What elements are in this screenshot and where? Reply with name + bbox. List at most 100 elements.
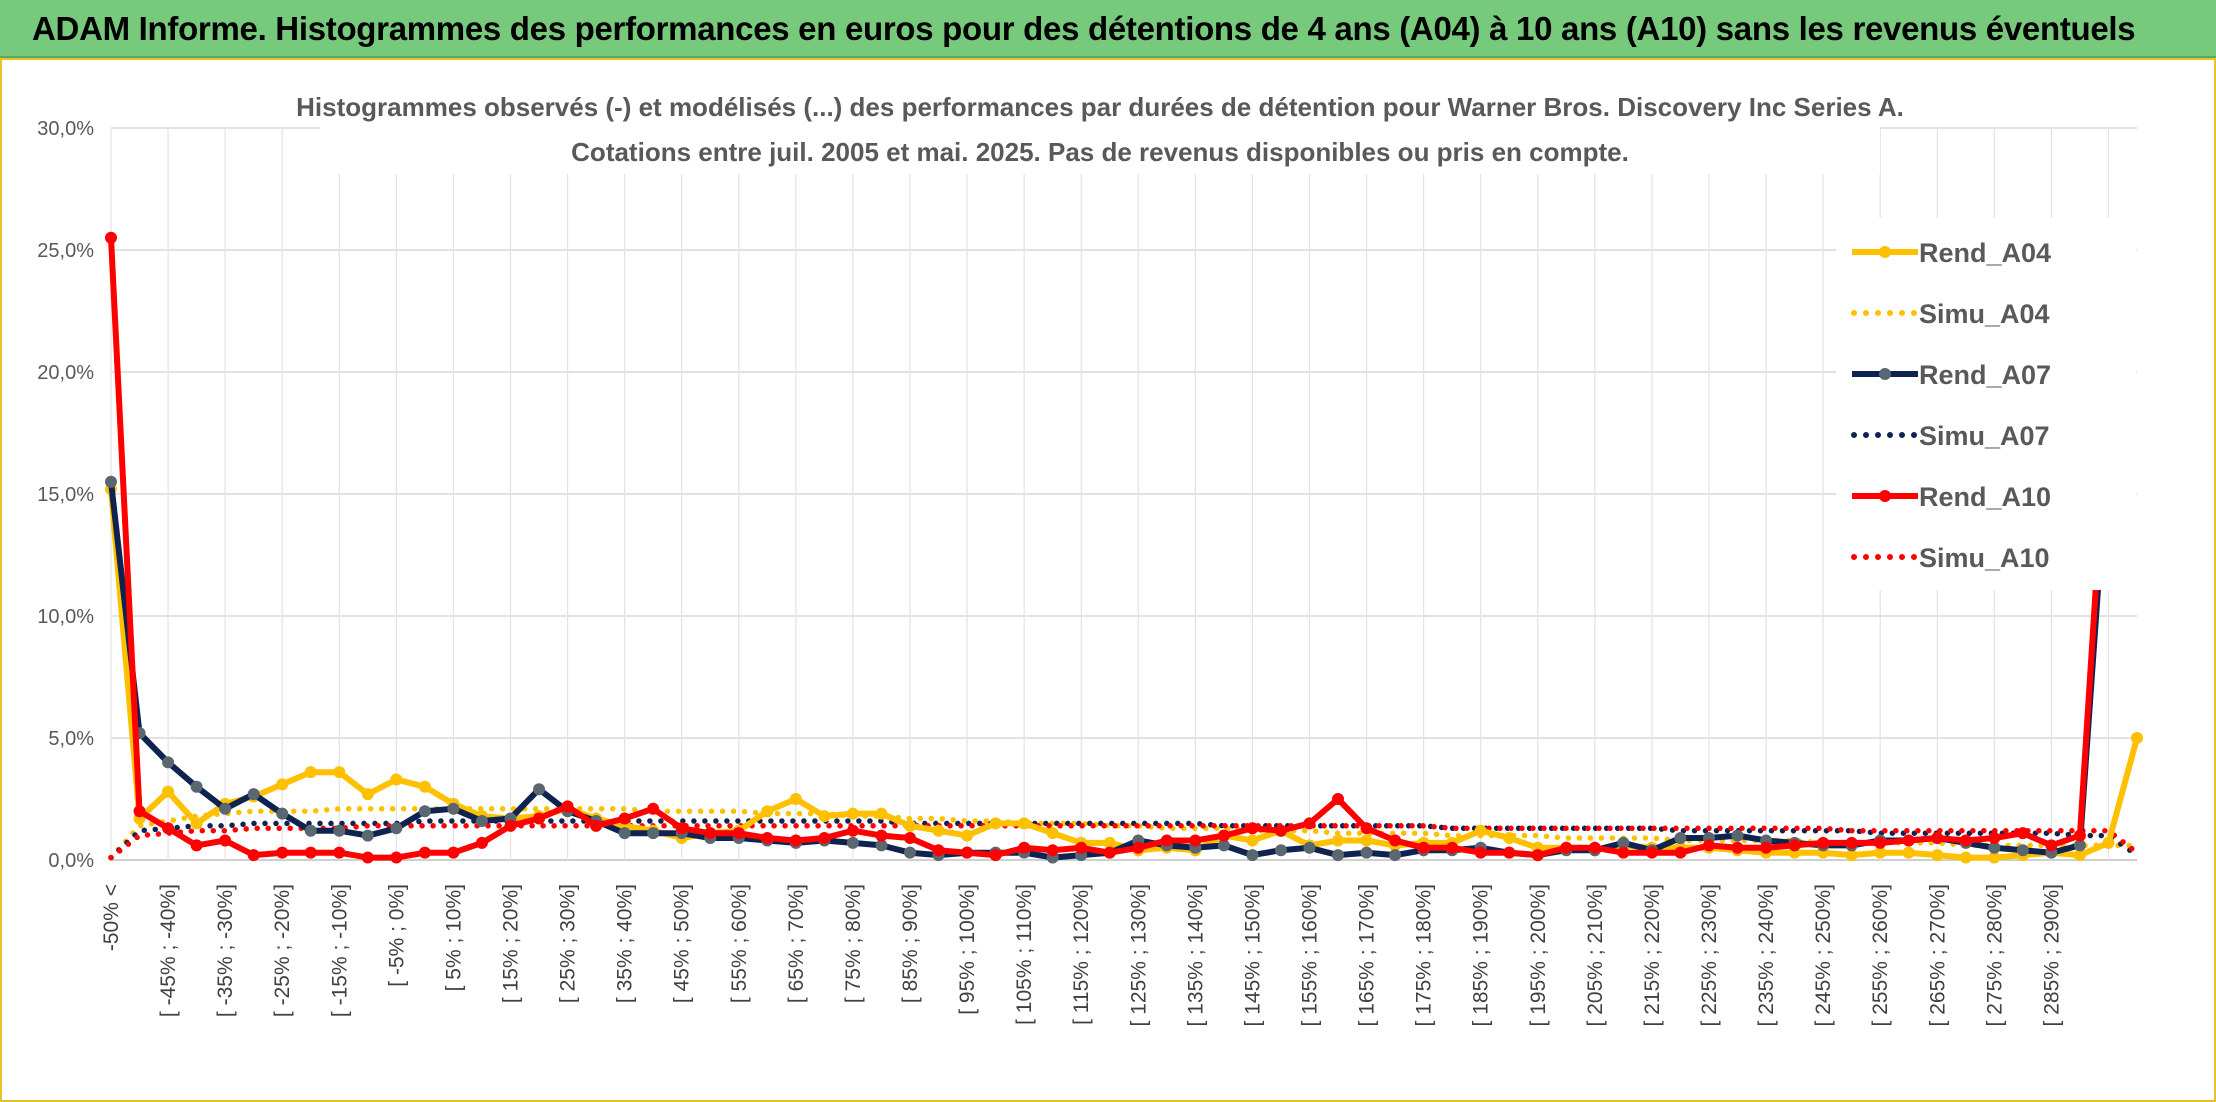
data-point-Rend_A04 [1902,846,1915,859]
data-point-Rend_A10 [1360,822,1373,835]
title-banner: ADAM Informe. Histogrammes des performan… [0,0,2216,58]
data-point-Rend_A10 [789,834,802,847]
data-point-Rend_A04 [1931,849,1944,862]
x-tick-label: [ 265% ; 270%] [1926,884,1949,1026]
data-point-Rend_A04 [190,817,203,830]
data-point-Rend_A04 [1046,827,1059,840]
data-point-Rend_A10 [1931,832,1944,845]
chart-frame [0,58,2216,1102]
legend-label-Simu_A10: Simu_A10 [1919,543,2050,573]
data-point-Rend_A07 [361,829,374,842]
data-point-Rend_A10 [1474,846,1487,859]
data-point-Rend_A10 [1988,832,2001,845]
x-tick-label: [ -15% ; -10%] [328,884,351,1017]
data-point-Rend_A07 [418,805,431,818]
data-point-Rend_A10 [304,846,317,859]
data-point-Rend_A10 [504,819,517,832]
data-point-Rend_A04 [1503,832,1516,845]
data-point-Rend_A10 [1332,793,1345,805]
x-tick-label: [ 195% ; 200%] [1527,884,1550,1026]
x-tick-label: [ 185% ; 190%] [1470,884,1493,1026]
data-point-Rend_A07 [447,802,460,815]
data-point-Rend_A10 [219,834,232,847]
data-point-Rend_A04 [846,807,859,820]
legend-marker-Rend_A04 [1879,246,1891,258]
data-point-Rend_A07 [162,756,175,769]
data-point-Rend_A04 [1103,836,1116,849]
legend-box [1836,218,2136,590]
data-point-Rend_A10 [1874,836,1887,849]
x-tick-label: [ 255% ; 260%] [1869,884,1892,1026]
data-point-Rend_A07 [875,839,888,852]
data-point-Rend_A04 [418,780,431,793]
x-axis-ticks: -50% < [ -45% ; -40%] [ -35% ; -30%] [ -25%… [100,884,2063,1026]
gridlines [110,127,2137,861]
data-point-Rend_A10 [675,822,688,835]
data-point-Rend_A04 [932,824,945,837]
data-point-Rend_A10 [1531,849,1544,862]
data-point-Rend_A10 [1731,841,1744,854]
series-line-Rend_A07 [108,440,2112,861]
y-tick-label: 20,0% [37,362,94,384]
data-point-Rend_A07 [333,824,346,837]
data-point-Rend_A07 [219,802,232,815]
legend: Rend_A04 Simu_A04 Rend_A07 Simu_A07 Rend_A10… [1836,218,2136,590]
data-point-Rend_A07 [647,827,660,840]
data-point-Rend_A10 [1018,841,1031,854]
data-point-Rend_A10 [1046,844,1059,857]
legend-label-Rend_A10: Rend_A10 [1919,482,2051,512]
data-point-Rend_A07 [1988,841,2001,854]
x-tick-label: [ 115% ; 120%] [1070,884,1093,1025]
data-point-Rend_A07 [1617,836,1630,849]
data-point-Rend_A10 [618,812,631,825]
data-point-Rend_A10 [1817,836,1830,849]
data-point-Rend_A10 [989,849,1002,862]
y-tick-label: 10,0% [37,606,94,628]
data-point-Rend_A10 [1075,841,1088,854]
x-tick-label: [ 205% ; 210%] [1584,884,1607,1026]
data-point-Rend_A10 [361,851,374,864]
data-point-Rend_A04 [789,793,802,805]
data-point-Rend_A10 [190,839,203,852]
data-point-Rend_A10 [447,846,460,859]
data-point-Rend_A07 [2073,839,2086,852]
chart-title-line-1: Histogrammes observés (-) et modélisés (… [296,92,1904,122]
data-point-Rend_A04 [1959,851,1972,864]
x-tick-label: [ 25% ; 30%] [557,884,580,1003]
data-point-Rend_A04 [162,785,175,798]
data-point-Rend_A07 [190,780,203,793]
data-point-Rend_A04 [989,817,1002,830]
data-point-Rend_A10 [1246,822,1259,835]
data-point-Rend_A07 [1731,829,1744,842]
data-point-Rend_A04 [1474,824,1487,837]
data-point-Rend_A10 [704,827,717,840]
series-line-Simu_A07 [108,818,2140,861]
data-point-Rend_A10 [1103,846,1116,859]
y-tick-label: 25,0% [37,240,94,262]
x-tick-label: [ 105% ; 110%] [1013,884,1036,1025]
x-tick-label: [ 215% ; 220%] [1641,884,1664,1026]
data-point-Rend_A10 [1702,839,1715,852]
series-line-Rend_A10 [108,237,2112,861]
data-point-Rend_A10 [1959,834,1972,847]
data-point-Rend_A07 [1360,846,1373,859]
chart-title-line-2: Cotations entre juil. 2005 et mai. 2025.… [571,137,1629,167]
data-point-Rend_A04 [333,766,346,779]
title-backdrop [320,84,1880,174]
data-point-Rend_A10 [903,832,916,845]
x-tick-label: [ 245% ; 250%] [1812,884,1835,1026]
data-point-Rend_A10 [1788,839,1801,852]
x-tick-label: [ 155% ; 160%] [1298,884,1321,1026]
x-tick-label: [ 35% ; 40%] [614,884,637,1003]
data-point-Rend_A07 [390,822,403,835]
data-point-Rend_A10 [846,824,859,837]
data-point-Rend_A10 [1845,836,1858,849]
data-point-Rend_A07 [247,788,260,801]
data-point-Rend_A10 [732,827,745,840]
x-tick-label: [ -25% ; -20%] [271,884,294,1017]
legend-label-Simu_A04: Simu_A04 [1919,299,2050,329]
x-tick-label: [ 285% ; 290%] [2040,884,2063,1026]
data-point-Rend_A10 [1132,841,1145,854]
data-point-Rend_A10 [1674,846,1687,859]
data-point-Rend_A10 [818,832,831,845]
